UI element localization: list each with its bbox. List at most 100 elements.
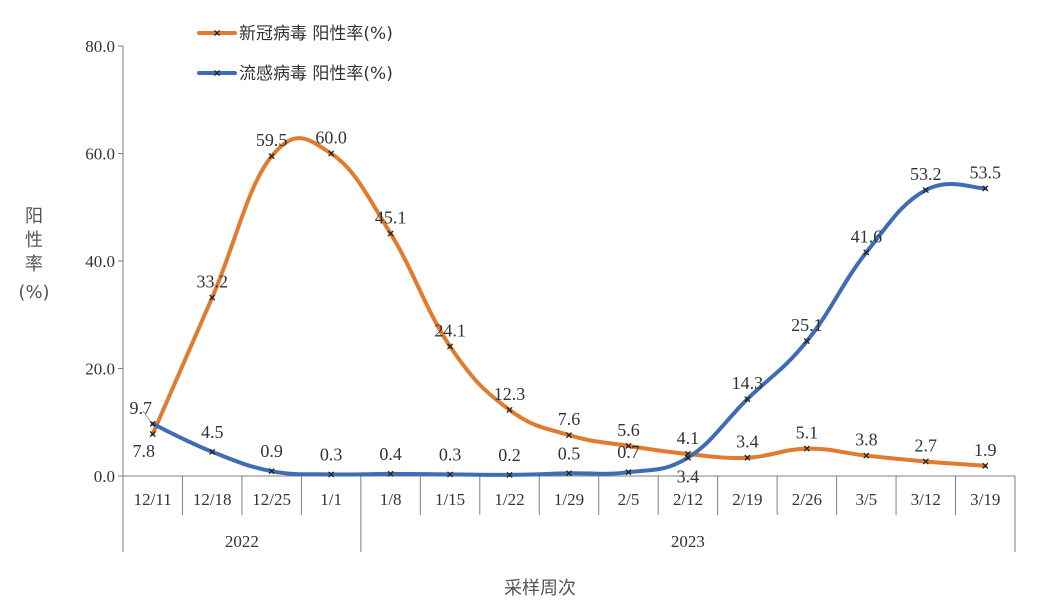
data-label: 0.9 [260,441,283,461]
legend-item-covid: 新冠病毒 阳性率(%) [197,24,393,44]
x-tick-label: 12/18 [193,490,232,509]
data-label: 0.3 [320,444,343,464]
legend-label: 流感病毒 阳性率(%) [239,64,393,84]
data-label: 1.9 [974,440,997,460]
data-label: 2.7 [915,435,938,455]
y-axis-title-part: 率 [25,254,43,275]
data-point-marker [209,294,216,301]
data-point-marker [744,454,751,461]
x-tick-label: 2/19 [732,490,762,509]
data-label: 4.5 [201,422,224,442]
data-label: 3.4 [736,432,759,452]
data-point-marker [149,431,156,438]
x-tick-label: 2/26 [792,490,822,509]
data-label: 0.2 [498,445,521,465]
x-axis-title: 采样周次 [504,578,576,599]
data-point-marker [922,458,929,465]
y-axis: 0.0 20.0 40.0 60.0 80.0 [85,37,124,486]
labels-flu: 9.7 4.5 0.9 0.3 0.4 0.3 0.2 0.5 0.7 3.4 14.3 25.1 41… [129,162,1001,486]
legend-label: 新冠病毒 阳性率(%) [239,24,393,44]
x-tick-label: 1/15 [435,490,465,509]
data-label: 3.8 [855,430,878,450]
data-label: 53.5 [970,162,1002,182]
y-tick-label: 0.0 [94,467,115,486]
series-covid [149,136,989,469]
y-axis-title-part: (%) [18,282,49,303]
data-point-marker [982,185,989,192]
data-label: 7.8 [132,441,155,461]
y-axis-title: 阳性率 (%) [18,206,49,303]
legend-marker [213,29,221,37]
x-tick-label: 12/11 [134,490,172,509]
x-tick-label: 3/5 [855,490,877,509]
data-label: 0.4 [379,444,402,464]
data-point-marker [922,186,929,194]
data-label: 3.4 [677,467,700,487]
data-label: 33.2 [196,272,228,292]
data-point-marker [268,468,275,475]
data-label: 14.3 [732,373,764,393]
data-point-marker [863,452,870,459]
series-line [150,182,988,477]
data-label: 24.1 [434,320,466,340]
data-point-marker [506,406,513,413]
chart-legend: 新冠病毒 阳性率(%) 流感病毒 阳性率(%) [197,24,393,84]
x-tick-label: 1/29 [554,490,584,509]
data-point-marker [328,150,335,157]
x-tick-label: 2/12 [673,490,703,509]
data-point-marker [565,432,573,439]
data-label: 59.5 [256,130,288,150]
data-point-marker [863,249,870,256]
data-point-marker [625,442,632,449]
data-point-marker [268,153,275,160]
data-label: 9.7 [129,398,152,418]
data-label: 0.7 [617,442,640,462]
legend-item-flu: 流感病毒 阳性率(%) [197,64,393,84]
data-label: 4.1 [677,428,700,448]
data-label: 45.1 [375,208,407,228]
x-tick-label: 1/1 [320,490,342,509]
data-point-marker [387,230,394,237]
data-label: 5.1 [796,423,819,443]
y-tick-label: 20.0 [85,360,115,379]
data-point-marker [506,471,513,478]
y-tick-label: 60.0 [85,145,115,164]
x-tick-label: 12/25 [252,490,291,509]
x-tick-label: 3/12 [911,490,941,509]
data-point-marker [625,469,632,476]
data-label: 60.0 [315,128,347,148]
data-label: 41.6 [851,226,883,246]
data-point-marker [982,462,989,469]
data-point-marker [328,471,335,478]
series-flu [149,182,989,478]
data-point-marker [387,470,394,477]
x-group-label: 2022 [225,532,259,551]
label-leader-line [142,410,151,422]
y-tick-label: 40.0 [85,252,115,271]
labels-covid: 7.8 33.2 59.5 60.0 45.1 24.1 12.3 7.6 5.6 4.1 3.4 5… [132,128,996,462]
x-axis: 12/11 12/18 12/25 1/1 1/8 1/15 1/22 1/29 2/5 2/12… [122,475,1016,552]
data-point-marker [447,471,454,478]
series-layer [149,136,989,478]
data-point-marker [447,343,454,350]
data-label: 0.5 [558,443,581,463]
data-label: 53.2 [910,164,942,184]
y-axis-title-part: 阳 [25,206,43,227]
data-point-marker [149,420,156,427]
data-label: 0.3 [439,444,462,464]
data-point-marker [565,470,573,477]
data-point-marker [803,338,810,345]
data-label: 12.3 [494,384,526,404]
data-point-marker [744,396,751,403]
data-point-marker [684,454,691,461]
data-point-marker [209,448,216,455]
x-tick-label: 1/22 [494,490,524,509]
legend-marker [213,69,221,77]
x-tick-label: 2/5 [618,490,640,509]
x-tick-label: 3/19 [970,490,1000,509]
data-label: 7.6 [558,409,581,429]
data-label: 25.1 [791,315,823,335]
x-group-label: 2023 [671,532,705,551]
data-label-layer: 7.8 33.2 59.5 60.0 45.1 24.1 12.3 7.6 5.6 4.1 3.4 5… [129,128,1001,487]
